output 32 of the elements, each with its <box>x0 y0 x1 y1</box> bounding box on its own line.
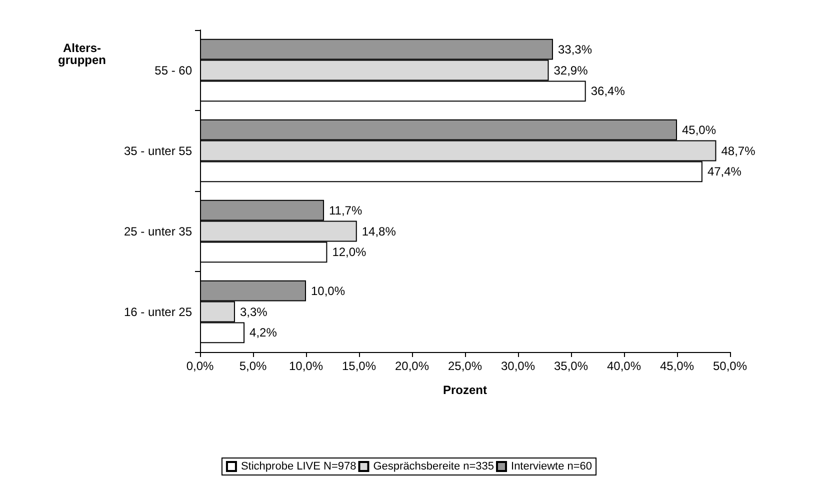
data-label: 45,0% <box>682 122 716 137</box>
x-tick-label: 30,0% <box>500 359 536 373</box>
x-tick-label: 5,0% <box>239 359 267 373</box>
y-tick-label: 55 - 60 <box>154 63 192 78</box>
data-label: 33,3% <box>558 42 592 56</box>
data-label: 10,0% <box>311 284 346 298</box>
x-tick-label: 10,0% <box>288 359 324 373</box>
legend-label: Stichprobe LIVE N=978 <box>240 460 356 472</box>
x-axis-title: Prozent <box>442 383 488 397</box>
x-tick-label: 15,0% <box>342 359 376 373</box>
y-tick-label: 25 - unter 35 <box>124 224 192 238</box>
y-axis-title: Alters- gruppen <box>58 41 106 67</box>
data-label: 32,9% <box>554 63 588 78</box>
data-label: 47,4% <box>707 164 742 179</box>
x-tick-label: 40,0% <box>606 359 642 373</box>
data-label: 4,2% <box>250 326 278 340</box>
x-tick-label: 20,0% <box>394 359 430 373</box>
x-tick-label: 45,0% <box>660 359 694 373</box>
y-tick-label: 35 - unter 55 <box>124 144 192 158</box>
legend-label: Interviewte n=60 <box>511 460 592 472</box>
x-tick-label: 35,0% <box>554 359 588 373</box>
data-label: 48,7% <box>721 144 756 158</box>
x-tick-label: 25,0% <box>448 359 482 373</box>
data-label: 11,7% <box>329 203 362 218</box>
data-label: 3,3% <box>240 304 268 319</box>
legend-label: Gesprächsbereite n=335 <box>373 460 494 472</box>
data-label: 14,8% <box>362 224 396 238</box>
y-tick-label: 16 - unter 25 <box>124 304 192 319</box>
x-tick-label: 50,0% <box>712 359 748 373</box>
x-tick-label: 0,0% <box>186 359 214 373</box>
data-label: 12,0% <box>332 245 367 260</box>
data-label: 36,4% <box>590 84 626 98</box>
